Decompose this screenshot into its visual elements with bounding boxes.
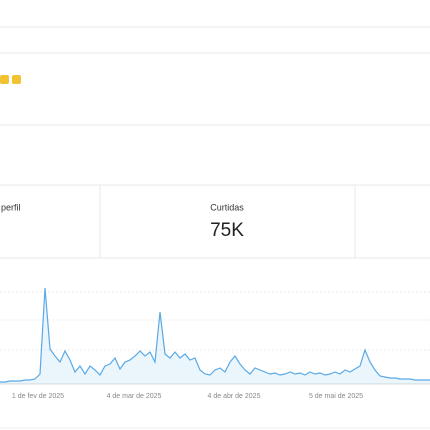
metric-label: Curtidas <box>210 202 244 212</box>
metric-label: perfil <box>1 202 21 212</box>
metric-value: 75K <box>210 220 244 241</box>
x-tick-label: 4 de mar de 2025 <box>107 393 162 400</box>
emoji-icons <box>0 75 21 84</box>
x-tick-label: 1 de fev de 2025 <box>12 393 64 400</box>
x-tick-label: 4 de abr de 2025 <box>208 393 261 400</box>
line <box>0 287 430 383</box>
area-fill <box>0 288 430 384</box>
x-tick-label: 5 de mai de 2025 <box>309 393 363 400</box>
